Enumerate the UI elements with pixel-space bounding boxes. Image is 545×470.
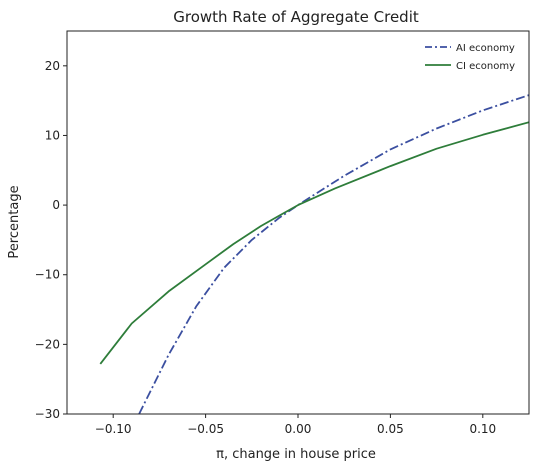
y-tick-label: 0 [52,198,60,212]
x-tick-label: −0.05 [187,422,224,436]
y-tick-label: 10 [45,128,60,142]
x-tick-label: 0.05 [377,422,404,436]
series-line-ci-economy [99,121,529,365]
y-tick-label: 20 [45,59,60,73]
y-axis-label: Percentage [7,185,22,258]
plot-area: −0.10 −0.05 0.00 0.05 0.10 −30 −20 −10 0 10 20 AI e… [35,30,530,436]
y-tick-label: −20 [35,337,60,351]
y-tick-label: −10 [35,268,60,282]
plot-frame [66,30,530,415]
x-tick-label: 0.00 [285,422,312,436]
legend-label: AI economy [456,43,515,54]
x-axis-label: π, change in house price [216,447,376,462]
series-line-ai-economy [138,94,529,414]
y-tick-label: −30 [35,407,60,421]
x-tick-label: −0.10 [95,422,132,436]
x-tick-label: 0.10 [469,422,496,436]
chart-title: Growth Rate of Aggregate Credit [173,8,419,26]
legend-label: CI economy [456,61,515,72]
